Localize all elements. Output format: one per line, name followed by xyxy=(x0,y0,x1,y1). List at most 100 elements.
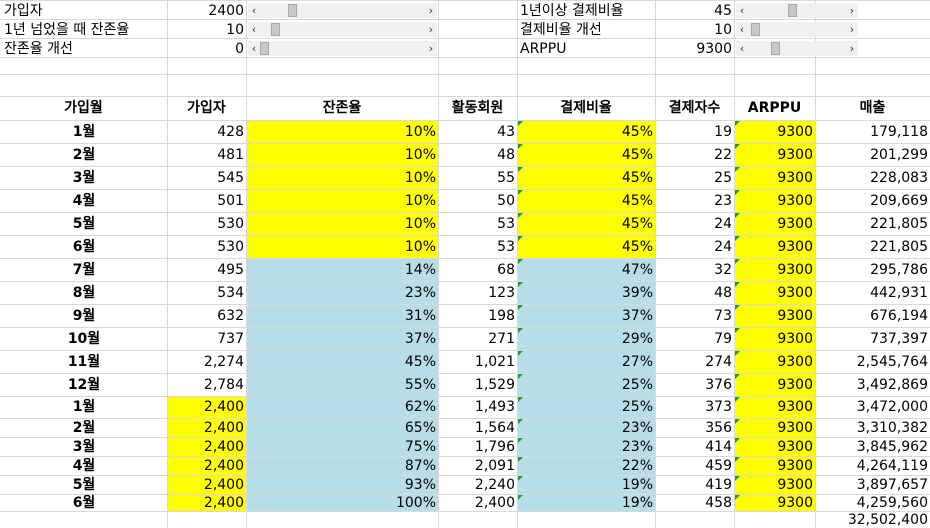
cell-retention[interactable]: 23% xyxy=(247,282,438,304)
cell-payrate[interactable]: 47% xyxy=(518,259,655,281)
cell-payrate[interactable]: 19% xyxy=(518,476,655,494)
cell-arppu[interactable]: 9300 xyxy=(735,190,815,212)
cell-signups[interactable]: 2,400 xyxy=(168,438,246,456)
cell-payers[interactable]: 23 xyxy=(714,193,732,209)
cell-active[interactable]: 68 xyxy=(497,262,515,278)
cell-payers[interactable]: 48 xyxy=(714,285,732,301)
cell-signups[interactable]: 2,400 xyxy=(168,457,246,475)
scroll-right-arrow-icon[interactable]: › xyxy=(849,42,855,55)
cell-payrate[interactable]: 45% xyxy=(518,190,655,212)
control-scrollbar[interactable]: ‹ › xyxy=(736,3,858,18)
cell-month[interactable]: 8월 xyxy=(72,285,96,301)
cell-payers[interactable]: 414 xyxy=(705,439,732,455)
cell-revenue[interactable]: 4,264,119 xyxy=(856,458,928,474)
cell-retention[interactable]: 45% xyxy=(247,351,438,373)
scroll-right-arrow-icon[interactable]: › xyxy=(849,23,855,36)
cell-active[interactable]: 1,796 xyxy=(474,439,515,455)
cell-revenue[interactable]: 3,492,869 xyxy=(856,377,928,393)
cell-payers[interactable]: 25 xyxy=(714,170,732,186)
scroll-thumb[interactable] xyxy=(771,42,780,55)
control-scrollbar[interactable]: ‹ › xyxy=(736,22,858,37)
cell-active[interactable]: 50 xyxy=(497,193,515,209)
cell-month[interactable]: 4월 xyxy=(72,193,96,209)
cell-arppu[interactable]: 9300 xyxy=(735,438,815,456)
cell-month[interactable]: 5월 xyxy=(72,477,96,493)
cell-payers[interactable]: 373 xyxy=(705,399,732,415)
cell-active[interactable]: 2,400 xyxy=(474,495,515,511)
cell-arppu[interactable]: 9300 xyxy=(735,144,815,166)
total-revenue[interactable]: 32,502,400 xyxy=(847,512,928,528)
cell-signups[interactable]: 530 xyxy=(217,216,244,232)
cell-payrate[interactable]: 45% xyxy=(518,121,655,143)
cell-arppu[interactable]: 9300 xyxy=(735,305,815,327)
cell-active[interactable]: 198 xyxy=(488,308,515,324)
cell-arppu[interactable]: 9300 xyxy=(735,213,815,235)
cell-month[interactable]: 9월 xyxy=(72,308,96,324)
cell-arppu[interactable]: 9300 xyxy=(735,121,815,143)
cell-signups[interactable]: 481 xyxy=(217,147,244,163)
scroll-right-arrow-icon[interactable]: › xyxy=(428,4,434,17)
cell-month[interactable]: 5월 xyxy=(72,216,96,232)
cell-arppu[interactable]: 9300 xyxy=(735,328,815,350)
scroll-right-arrow-icon[interactable]: › xyxy=(428,23,434,36)
cell-revenue[interactable]: 442,931 xyxy=(870,285,928,301)
cell-retention[interactable]: 87% xyxy=(247,457,438,475)
cell-month[interactable]: 6월 xyxy=(72,495,96,511)
cell-revenue[interactable]: 179,118 xyxy=(870,124,928,140)
cell-active[interactable]: 1,529 xyxy=(474,377,515,393)
scroll-right-arrow-icon[interactable]: › xyxy=(428,42,434,55)
cell-signups[interactable]: 2,400 xyxy=(168,397,246,418)
cell-payers[interactable]: 32 xyxy=(714,262,732,278)
cell-payrate[interactable]: 45% xyxy=(518,213,655,235)
scroll-right-arrow-icon[interactable]: › xyxy=(849,4,855,17)
cell-signups[interactable]: 2,400 xyxy=(168,476,246,494)
cell-payers[interactable]: 419 xyxy=(705,477,732,493)
cell-payrate[interactable]: 27% xyxy=(518,351,655,373)
cell-active[interactable]: 48 xyxy=(497,147,515,163)
cell-month[interactable]: 11월 xyxy=(67,354,101,370)
scroll-thumb[interactable] xyxy=(751,23,760,36)
cell-active[interactable]: 1,493 xyxy=(474,399,515,415)
cell-retention[interactable]: 75% xyxy=(247,438,438,456)
scroll-thumb[interactable] xyxy=(788,4,797,17)
cell-month[interactable]: 10월 xyxy=(67,331,101,347)
cell-retention[interactable]: 100% xyxy=(247,495,438,511)
cell-payers[interactable]: 19 xyxy=(714,124,732,140)
cell-signups[interactable]: 501 xyxy=(217,193,244,209)
cell-revenue[interactable]: 676,194 xyxy=(870,308,928,324)
cell-payrate[interactable]: 25% xyxy=(518,397,655,418)
cell-retention[interactable]: 10% xyxy=(247,190,438,212)
cell-signups[interactable]: 2,784 xyxy=(203,377,244,393)
cell-payers[interactable]: 24 xyxy=(714,239,732,255)
cell-retention[interactable]: 65% xyxy=(247,419,438,437)
cell-payrate[interactable]: 19% xyxy=(518,495,655,511)
cell-revenue[interactable]: 3,310,382 xyxy=(856,420,928,436)
cell-revenue[interactable]: 228,083 xyxy=(870,170,928,186)
cell-payrate[interactable]: 45% xyxy=(518,167,655,189)
cell-arppu[interactable]: 9300 xyxy=(735,476,815,494)
cell-month[interactable]: 4월 xyxy=(72,458,96,474)
cell-retention[interactable]: 31% xyxy=(247,305,438,327)
cell-payrate[interactable]: 45% xyxy=(518,144,655,166)
cell-arppu[interactable]: 9300 xyxy=(735,167,815,189)
cell-revenue[interactable]: 3,897,657 xyxy=(856,477,928,493)
cell-signups[interactable]: 545 xyxy=(217,170,244,186)
cell-retention[interactable]: 37% xyxy=(247,328,438,350)
scroll-left-arrow-icon[interactable]: ‹ xyxy=(739,42,745,55)
cell-revenue[interactable]: 295,786 xyxy=(870,262,928,278)
cell-signups[interactable]: 495 xyxy=(217,262,244,278)
scroll-left-arrow-icon[interactable]: ‹ xyxy=(251,4,257,17)
cell-retention[interactable]: 14% xyxy=(247,259,438,281)
cell-revenue[interactable]: 3,472,000 xyxy=(856,399,928,415)
cell-active[interactable]: 2,240 xyxy=(474,477,515,493)
cell-active[interactable]: 1,021 xyxy=(474,354,515,370)
cell-arppu[interactable]: 9300 xyxy=(735,259,815,281)
cell-signups[interactable]: 534 xyxy=(217,285,244,301)
cell-payrate[interactable]: 23% xyxy=(518,438,655,456)
cell-payers[interactable]: 274 xyxy=(705,354,732,370)
cell-payrate[interactable]: 29% xyxy=(518,328,655,350)
cell-arppu[interactable]: 9300 xyxy=(735,236,815,258)
cell-month[interactable]: 1월 xyxy=(72,399,96,415)
cell-revenue[interactable]: 201,299 xyxy=(870,147,928,163)
cell-revenue[interactable]: 221,805 xyxy=(870,216,928,232)
